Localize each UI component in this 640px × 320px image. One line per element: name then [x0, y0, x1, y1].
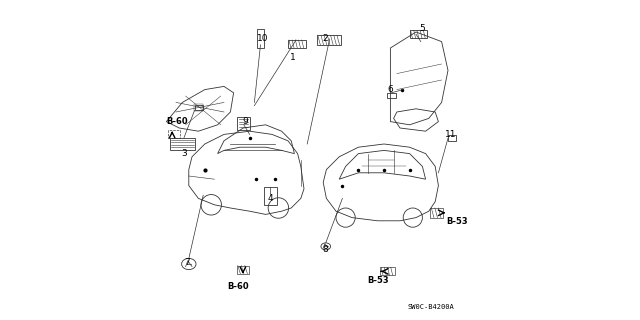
Bar	[380, 267, 394, 275]
Bar	[168, 130, 180, 138]
Bar	[264, 187, 277, 205]
Text: 8: 8	[322, 245, 328, 254]
Text: B-53: B-53	[367, 276, 389, 285]
Bar	[387, 93, 396, 98]
Bar	[237, 117, 250, 130]
Text: B-60: B-60	[228, 282, 249, 291]
Bar	[170, 138, 195, 150]
Bar	[410, 30, 428, 38]
Bar	[430, 208, 443, 218]
Text: 3: 3	[181, 149, 187, 158]
Text: 9: 9	[242, 117, 248, 126]
Text: 6: 6	[388, 85, 393, 94]
Text: 7: 7	[184, 258, 190, 267]
Text: 10: 10	[257, 34, 268, 43]
Text: 11: 11	[445, 130, 457, 139]
Text: B-60: B-60	[166, 117, 188, 126]
Bar	[317, 35, 341, 45]
Bar	[257, 29, 264, 48]
Bar	[448, 135, 456, 141]
Text: 4: 4	[268, 194, 273, 203]
Text: B-53: B-53	[447, 217, 468, 226]
Bar	[288, 40, 306, 48]
Bar	[237, 266, 249, 274]
Text: 2: 2	[322, 34, 328, 43]
Bar	[195, 105, 202, 110]
Text: SW0C-B4200A: SW0C-B4200A	[408, 304, 454, 310]
Bar	[193, 104, 204, 111]
Text: 1: 1	[290, 53, 296, 62]
Text: 5: 5	[420, 24, 425, 33]
